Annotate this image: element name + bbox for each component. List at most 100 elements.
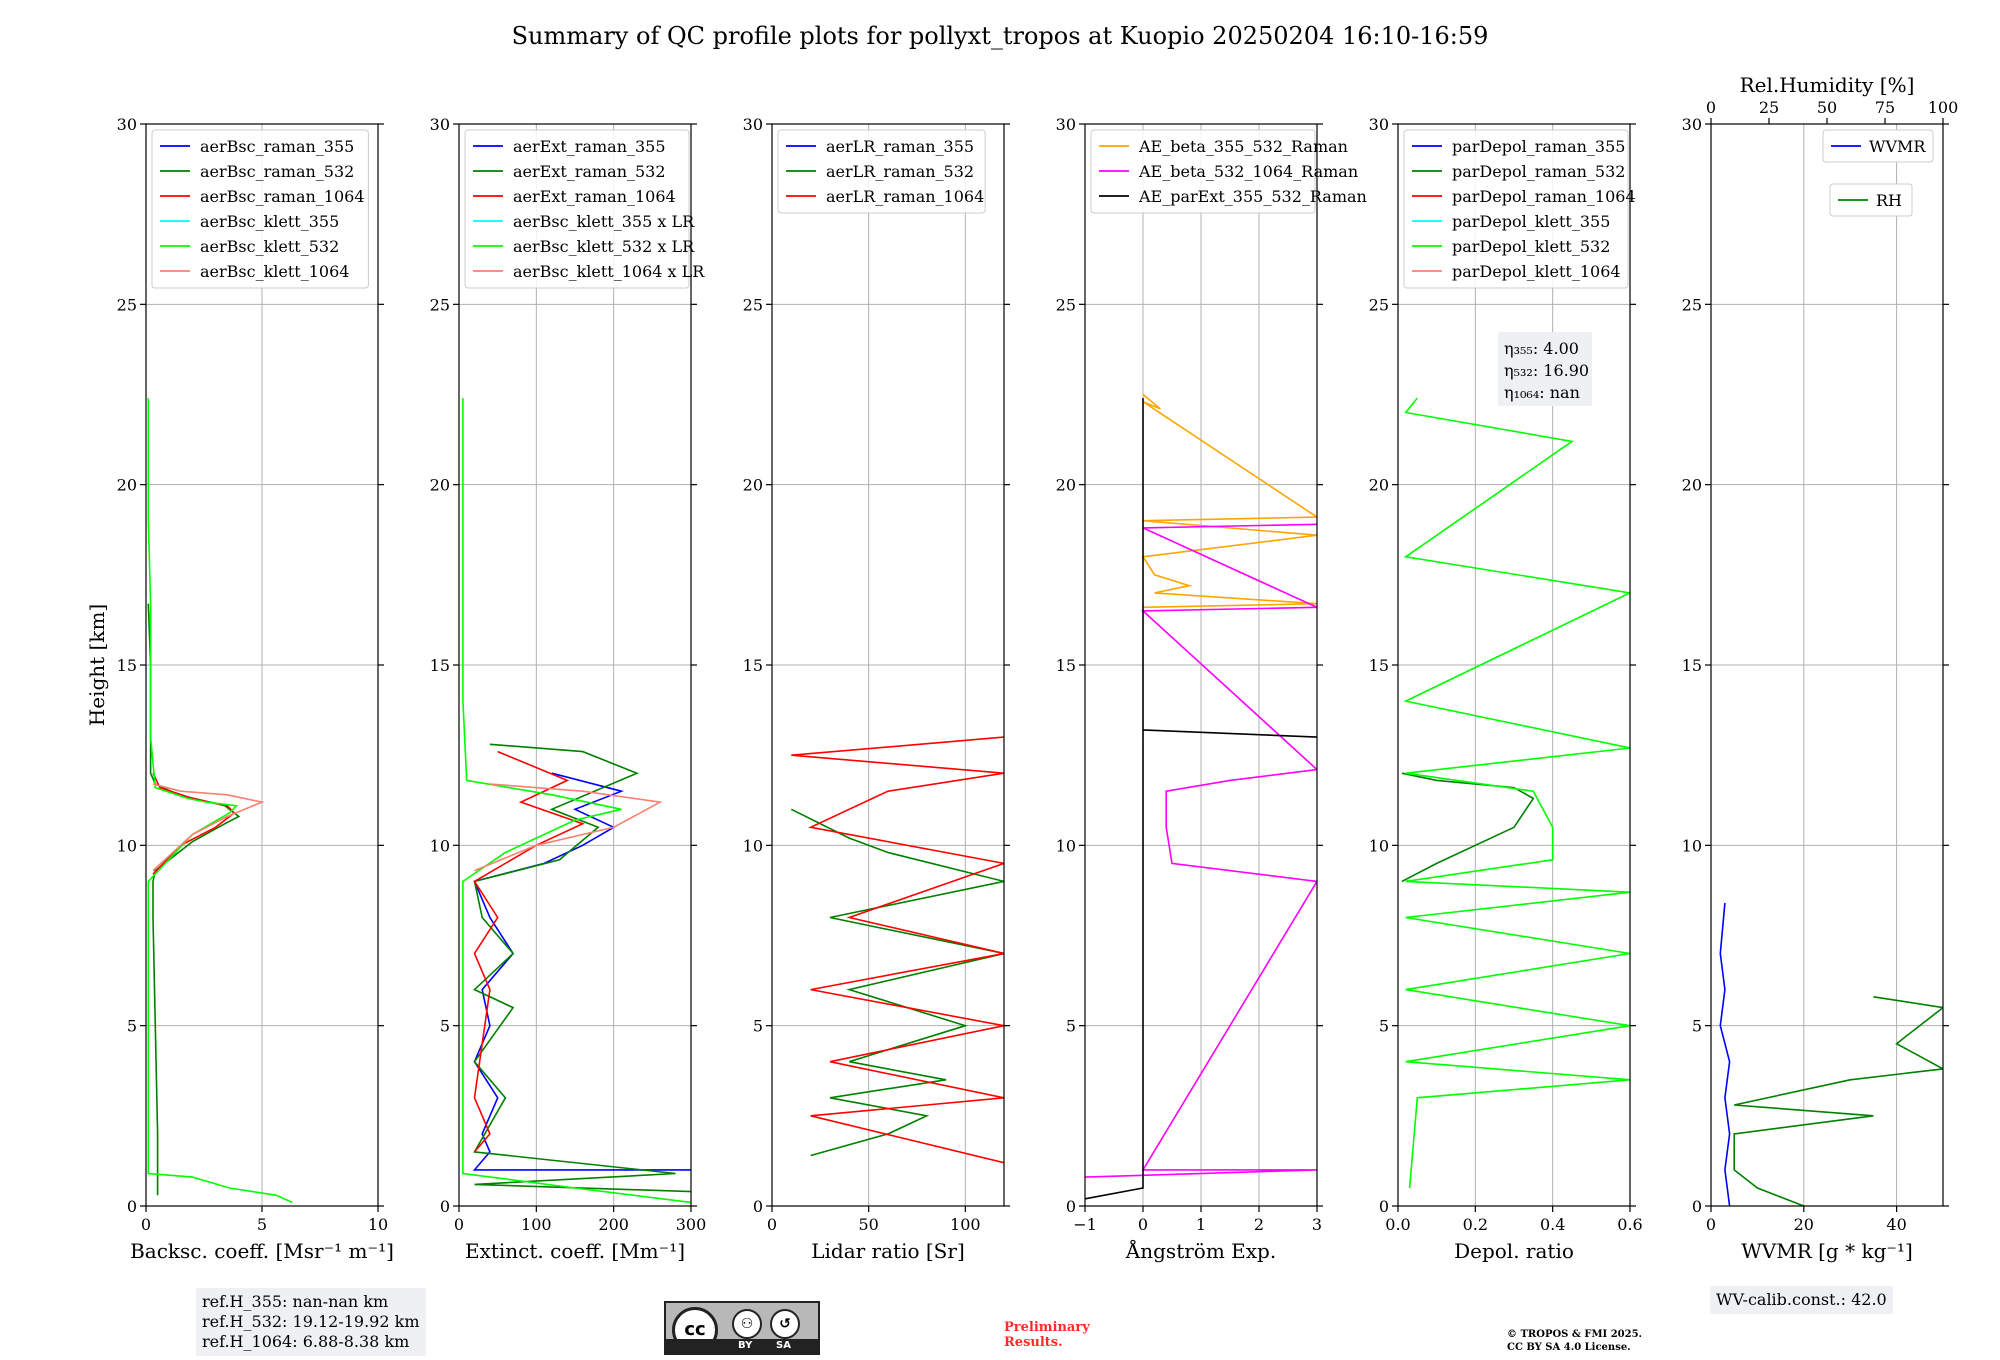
y-tick-label: 15 — [430, 656, 450, 675]
y-tick-label: 25 — [430, 295, 450, 314]
series-group — [1085, 393, 1317, 1200]
x-tick-label: 5 — [257, 1215, 267, 1234]
x-tick-label: 1 — [1196, 1215, 1206, 1234]
preliminary-notice: Preliminary Results. — [1004, 1320, 1090, 1350]
x-axis-label: WVMR [g * kg⁻¹] — [1741, 1239, 1913, 1263]
x-tick-label: 0 — [1138, 1215, 1148, 1234]
series-line-ae-beta-355-532-raman — [1141, 393, 1317, 609]
y-tick-label: 20 — [1369, 476, 1389, 495]
eta-annotation: η₃₅₅: 4.00 η₅₃₂: 16.90 η₁₀₆₄: nan — [1498, 332, 1592, 406]
legend-label: AE_beta_532_1064_Raman — [1138, 162, 1358, 181]
y-tick-label: 5 — [1066, 1017, 1076, 1036]
y-tick-label: 5 — [440, 1017, 450, 1036]
x-axis-label: Depol. ratio — [1454, 1239, 1574, 1263]
legend-label: aerLR_raman_355 — [826, 137, 974, 156]
ref-height-532: ref.H_532: 19.12-19.92 km — [202, 1312, 420, 1331]
y-tick-label: 15 — [1369, 656, 1389, 675]
legend-label: aerBsc_klett_532 — [200, 237, 339, 256]
attribution-icon: ⚇ — [732, 1309, 762, 1339]
y-tick-label: 30 — [117, 115, 137, 134]
x-tick-label: 0.6 — [1617, 1215, 1642, 1234]
legend-box — [1822, 129, 1934, 163]
series-line-aerbsc-klett-1064 — [152, 783, 265, 872]
y-tick-label: 15 — [1056, 656, 1076, 675]
y-tick-label: 10 — [1056, 836, 1076, 855]
y-axis-label: Height [km] — [85, 604, 109, 726]
legend-label: WVMR — [1869, 137, 1926, 156]
series-group — [462, 398, 691, 1204]
y-tick-label: 25 — [1369, 295, 1389, 314]
legend-label: parDepol_raman_355 — [1452, 137, 1625, 156]
share-alike-icon: ↺ — [770, 1309, 800, 1339]
series-group — [790, 736, 1004, 1164]
copyright-notice: © TROPOS & FMI 2025. CC BY SA 4.0 Licens… — [1507, 1328, 1642, 1354]
series-line-aerext-raman-355 — [472, 772, 691, 1171]
legend-label: aerExt_raman_355 — [513, 137, 666, 156]
series-line-wvmr — [1719, 902, 1731, 1206]
y-tick-label: 5 — [1692, 1017, 1702, 1036]
y-tick-label: 0 — [1692, 1197, 1702, 1216]
x-axis-label: Lidar ratio [Sr] — [811, 1239, 965, 1263]
copyright-line-2: CC BY SA 4.0 License. — [1507, 1342, 1631, 1353]
legend-box — [1403, 129, 1629, 289]
y-tick-label: 5 — [1379, 1017, 1389, 1036]
legend: aerLR_raman_355 aerLR_raman_532 aerLR_rama… — [777, 129, 986, 214]
x-tick-label: 0 — [141, 1215, 151, 1234]
legend-label: AE_beta_355_532_Raman — [1138, 137, 1348, 156]
legend-box — [777, 129, 986, 214]
x2-axis-label: Rel.Humidity [%] — [1740, 73, 1915, 97]
series-line-pardepol-raman-532 — [1401, 772, 1535, 883]
y-tick-label: 30 — [1056, 115, 1076, 134]
x-tick-label: 0.4 — [1540, 1215, 1565, 1234]
series-line-aerext-raman-532 — [473, 743, 691, 1193]
y-tick-label: 30 — [743, 115, 763, 134]
legend-label: aerExt_raman_532 — [513, 162, 666, 181]
legend-label: aerBsc_raman_1064 — [200, 187, 365, 206]
legend-box — [464, 129, 690, 289]
series-group — [1719, 902, 1943, 1206]
series-line-aerext-raman-1064 — [473, 750, 585, 1153]
y-tick-label: 0 — [1379, 1197, 1389, 1216]
x2-tick-label: 0 — [1706, 98, 1716, 117]
legend: WVMR RH — [1822, 129, 1934, 217]
y-tick-label: 5 — [753, 1017, 763, 1036]
legend-label: aerBsc_klett_1064 — [200, 262, 349, 281]
y-tick-label: 30 — [1369, 115, 1389, 134]
legend-label: AE_parExt_355_532_Raman — [1138, 187, 1367, 206]
legend: aerBsc_raman_355 aerBsc_raman_532 aerBsc_r… — [151, 129, 369, 289]
series-line-aerbsc-raman-532 — [147, 603, 241, 1196]
preliminary-line-2: Results. — [1004, 1335, 1063, 1350]
x-tick-label: 100 — [950, 1215, 981, 1234]
y-tick-label: 0 — [753, 1197, 763, 1216]
legend-label: aerLR_raman_1064 — [826, 187, 984, 206]
legend-label: aerLR_raman_532 — [826, 162, 974, 181]
x2-tick-label: 50 — [1817, 98, 1837, 117]
eta-box — [1498, 332, 1592, 406]
series-line-aerbsc-klett-1064-x-lr — [474, 783, 663, 872]
y-tick-label: 15 — [1682, 656, 1702, 675]
legend-label: aerBsc_klett_355 — [200, 212, 339, 231]
x-tick-label: 40 — [1886, 1215, 1906, 1234]
y-tick-label: 20 — [743, 476, 763, 495]
wv-calibration-text: WV-calib.const.: 42.0 — [1716, 1290, 1887, 1309]
x-tick-label: 0.2 — [1463, 1215, 1488, 1234]
legend-label: parDepol_klett_532 — [1452, 237, 1610, 256]
x-tick-label: 50 — [858, 1215, 878, 1234]
series-group — [147, 398, 293, 1204]
chart-panel-0: 0 5 10 15 20 25 30 0 5 10 Backsc. coeff. [Msr⁻¹ m⁻… — [117, 115, 394, 1263]
y-tick-label: 25 — [1056, 295, 1076, 314]
legend-label: parDepol_raman_1064 — [1452, 187, 1636, 206]
x-tick-label: 2 — [1254, 1215, 1264, 1234]
legend-label: aerBsc_raman_532 — [200, 162, 354, 181]
x-axis-label: Backsc. coeff. [Msr⁻¹ m⁻¹] — [130, 1239, 394, 1263]
x-tick-label: −1 — [1073, 1215, 1097, 1234]
y-tick-label: 0 — [1066, 1197, 1076, 1216]
eta-label: η₁₀₆₄: nan — [1504, 383, 1580, 402]
copyright-line-1: © TROPOS & FMI 2025. — [1507, 1329, 1643, 1340]
y-tick-label: 10 — [117, 836, 137, 855]
figure-title: Summary of QC profile plots for pollyxt_… — [511, 22, 1489, 50]
series-line-aerbsc-klett-532-x-lr — [462, 398, 691, 1204]
legend: aerExt_raman_355 aerExt_raman_532 aerExt_r… — [464, 129, 705, 289]
